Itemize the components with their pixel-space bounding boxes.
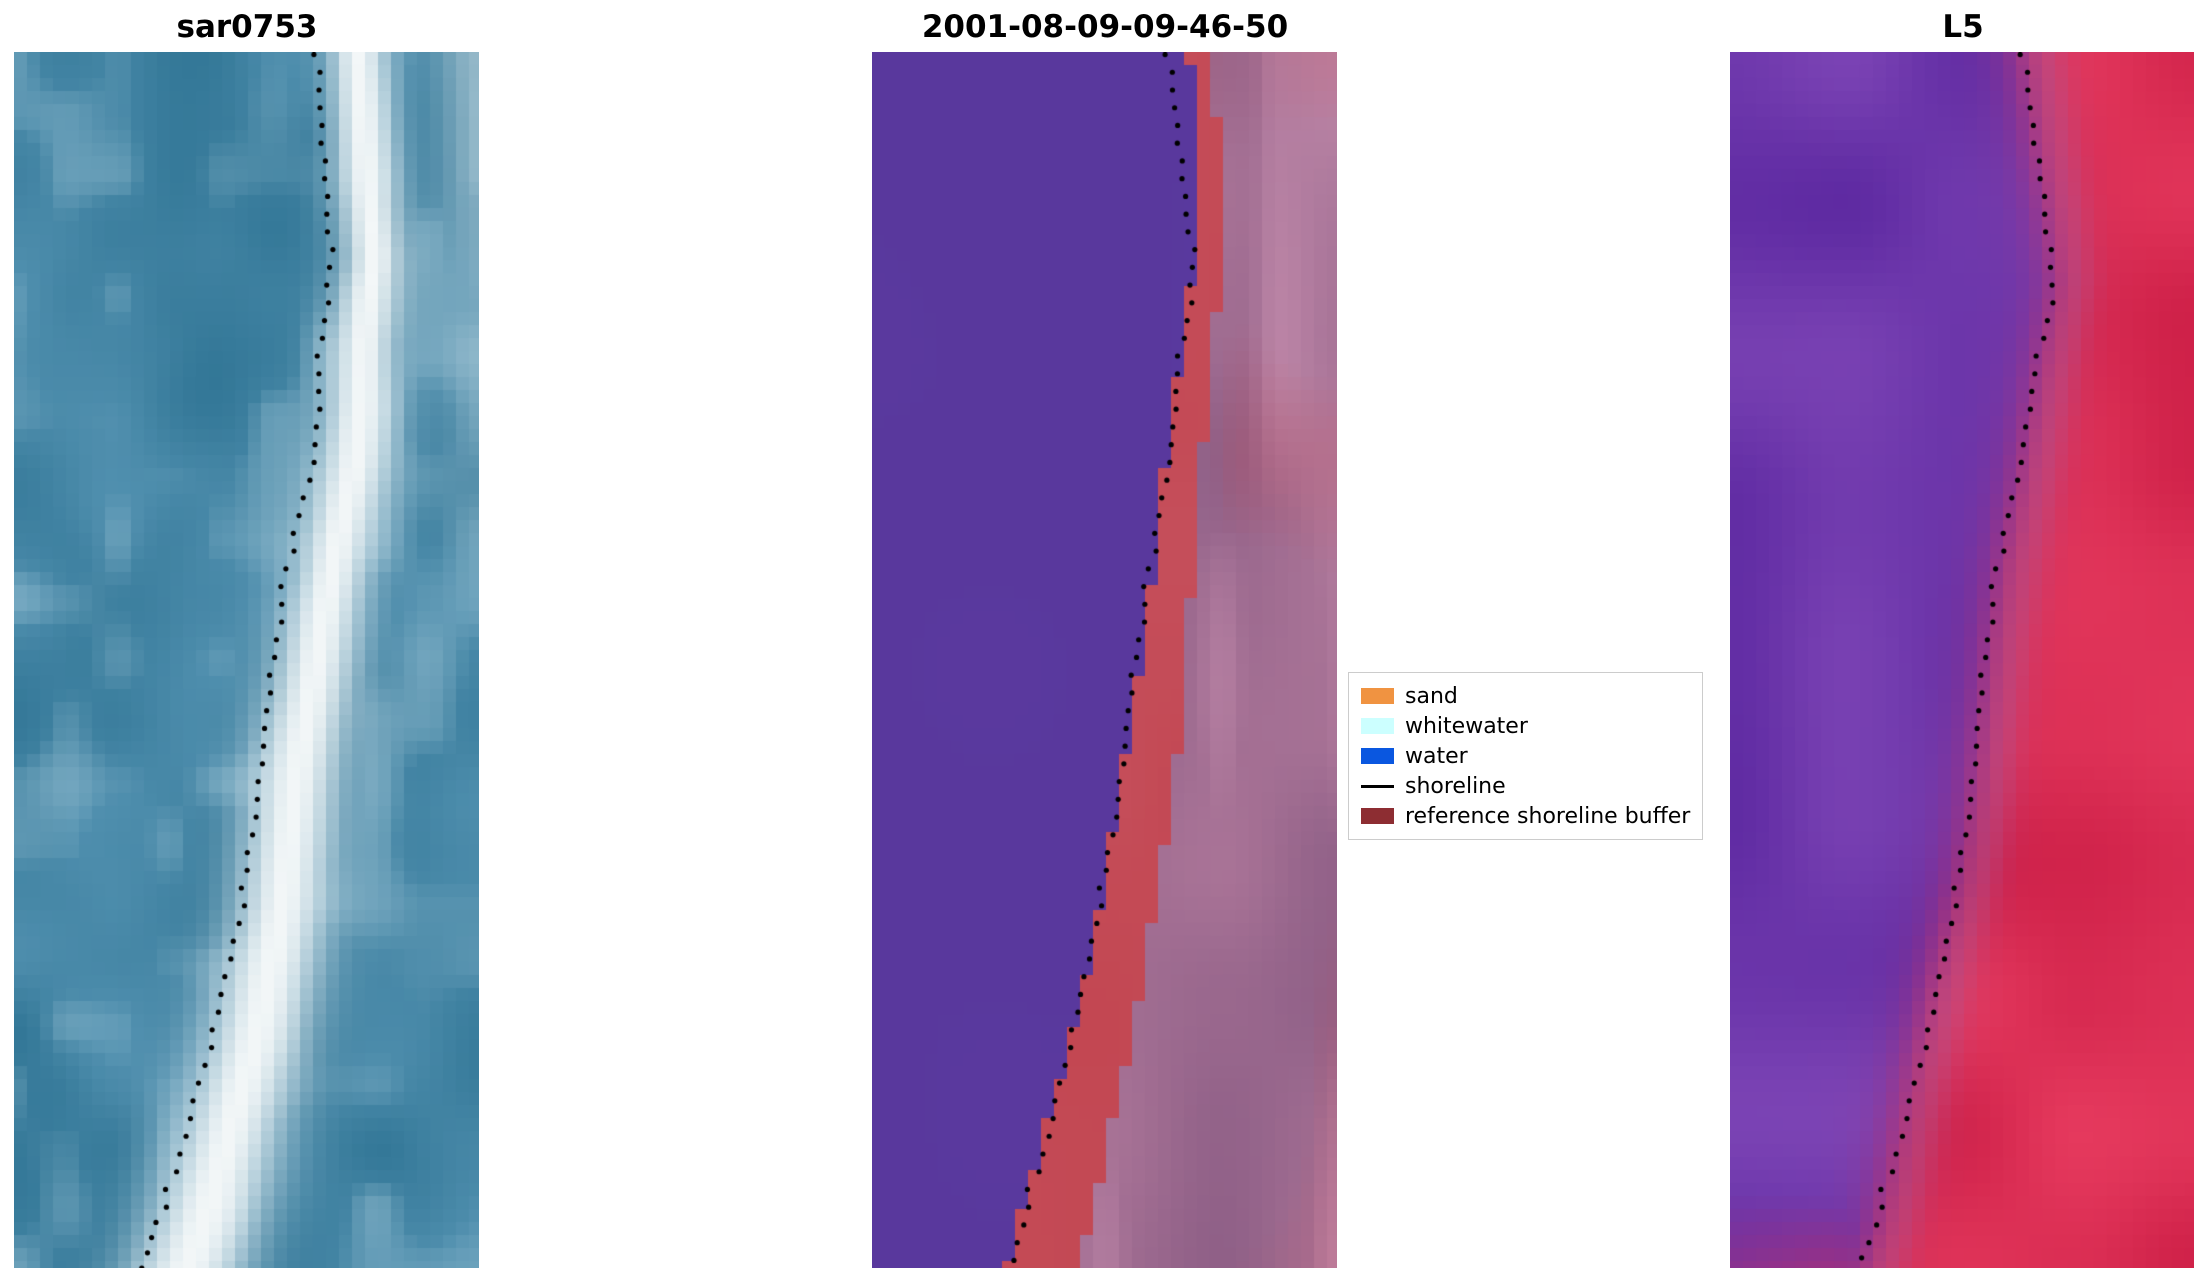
legend-item-shoreline: shoreline (1361, 771, 1690, 801)
legend-item-sand: sand (1361, 681, 1690, 711)
shoreline-line-swatch (1361, 778, 1394, 794)
sar-image-with-shoreline (14, 52, 479, 1268)
panel-title-sar0753: sar0753 (176, 9, 318, 45)
panel-title-date: 2001-08-09-09-46-50 (921, 9, 1289, 45)
sand-color-patch (1361, 688, 1394, 704)
water-color-patch (1361, 748, 1394, 764)
legend-item-reference-shoreline-buffer: reference shoreline buffer (1361, 801, 1690, 831)
legend-label-whitewater: whitewater (1405, 713, 1528, 739)
legend-label-sand: sand (1405, 683, 1458, 709)
classified-image-with-shoreline (872, 52, 1337, 1268)
legend: sand whitewater water shoreline referenc… (1348, 672, 1704, 840)
l5-image-with-shoreline (1730, 52, 2194, 1268)
legend-item-water: water (1361, 741, 1690, 771)
legend-label-reference-shoreline-buffer: reference shoreline buffer (1405, 803, 1691, 829)
legend-label-water: water (1405, 743, 1468, 769)
legend-label-shoreline: shoreline (1405, 773, 1506, 799)
reference-shoreline-buffer-color-patch (1361, 808, 1394, 824)
panel-title-l5: L5 (1942, 9, 1984, 45)
whitewater-color-patch (1361, 718, 1394, 734)
legend-item-whitewater: whitewater (1361, 711, 1690, 741)
